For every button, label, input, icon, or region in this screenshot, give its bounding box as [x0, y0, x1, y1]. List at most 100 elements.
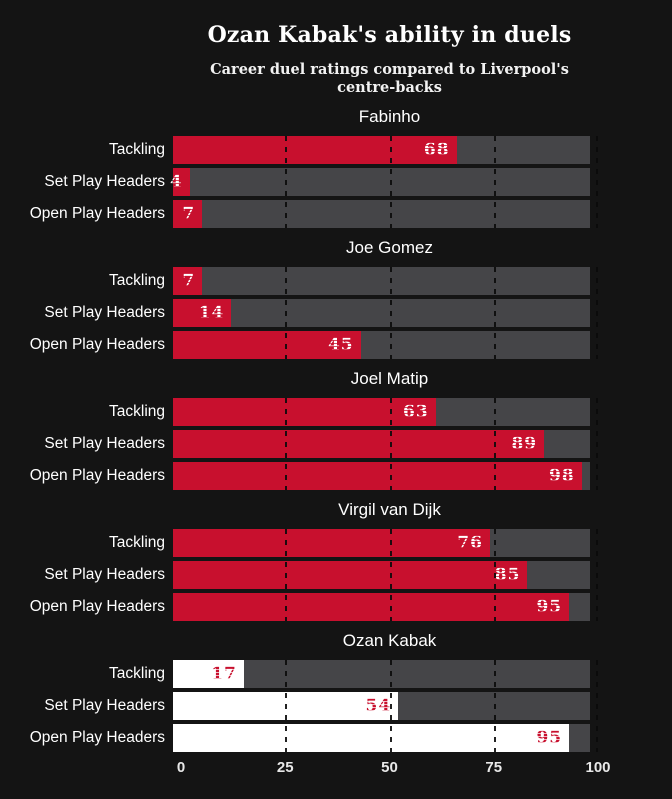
bar-value-label: 7 — [182, 271, 196, 291]
bar-row: Open Play Headers 7 — [0, 200, 672, 228]
player-section-joe-gomez: Joe Gomez Tackling 7 Set Play Headers — [0, 238, 672, 359]
category-label: Set Play Headers — [44, 697, 165, 714]
bar-track: 89 — [173, 430, 590, 458]
bar: 68 — [173, 136, 457, 164]
axis-tick-0: 0 — [176, 759, 186, 776]
bar-value-label: 54 — [365, 696, 392, 716]
category-label: Open Play Headers — [29, 205, 165, 222]
bar-track: 7 — [173, 267, 590, 295]
section-rows: Tackling 76 Set Play Headers 85 Open Pla… — [0, 529, 672, 621]
bar-value-label: 98 — [548, 466, 575, 486]
bar-value-label: 95 — [536, 597, 563, 617]
axis-tick-50: 50 — [381, 759, 398, 776]
player-name: Ozan Kabak — [342, 631, 437, 650]
bar: 4 — [169, 168, 190, 196]
bar-value-label: 14 — [198, 303, 225, 323]
player-section-ozan-kabak: Ozan Kabak Tackling 17 Set Play Headers — [0, 631, 672, 752]
axis-tick-100: 100 — [585, 759, 611, 776]
section-rows: Tackling 68 Set Play Headers 4 Open Play… — [0, 136, 672, 228]
axis-tick-25: 25 — [276, 759, 294, 776]
bar-row: Set Play Headers 89 — [0, 430, 672, 458]
category-label: Tackling — [109, 272, 165, 289]
category-label: Tackling — [109, 534, 165, 551]
player-name: Joel Matip — [350, 369, 429, 388]
bar-value-label: 63 — [403, 402, 429, 422]
category-label: Open Play Headers — [29, 336, 165, 353]
bar-track: 45 — [173, 331, 590, 359]
bar-row: Set Play Headers 14 — [0, 299, 672, 327]
bar: 45 — [173, 331, 361, 359]
category-label: Open Play Headers — [29, 598, 165, 615]
bar: 76 — [173, 529, 490, 557]
category-label: Set Play Headers — [44, 304, 165, 321]
player-section-virgil-van-dijk: Virgil van Dijk Tackling 76 Set Play Hea… — [0, 500, 672, 621]
bar-row: Tackling 68 — [0, 136, 672, 164]
bar-row: Set Play Headers 4 — [0, 168, 672, 196]
bar-value-label: 68 — [423, 140, 450, 160]
bar-track: 95 — [173, 593, 590, 621]
category-label: Open Play Headers — [29, 467, 165, 484]
bar: 95 — [173, 724, 570, 752]
section-rows: Tackling 7 Set Play Headers 14 Open Play… — [0, 267, 672, 359]
bar-track: 7 — [173, 200, 590, 228]
bar: 98 — [173, 462, 582, 490]
category-label: Tackling — [109, 141, 165, 158]
x-axis: 0 25 50 75 100 — [177, 759, 611, 779]
bar: 95 — [173, 593, 570, 621]
player-section-fabinho: Fabinho Tackling 68 Set Play Headers — [0, 107, 672, 228]
bar: 7 — [173, 267, 203, 295]
player-name: Joe Gomez — [346, 238, 433, 257]
bar-track: 98 — [173, 462, 590, 490]
bar: 54 — [173, 692, 399, 720]
bar-row: Set Play Headers 85 — [0, 561, 672, 589]
bar-track: 54 — [173, 692, 590, 720]
bar: 63 — [173, 398, 436, 426]
bar: 89 — [173, 430, 545, 458]
bar-track: 4 — [169, 168, 590, 196]
category-label: Tackling — [109, 403, 165, 420]
bar-value-label: 45 — [327, 335, 354, 355]
section-rows: Tackling 63 Set Play Headers 89 Open Pla… — [0, 398, 672, 490]
bar-row: Tackling 17 — [0, 660, 672, 688]
bar: 7 — [173, 200, 203, 228]
bar-track: 76 — [173, 529, 590, 557]
bar-row: Open Play Headers 95 — [0, 593, 672, 621]
bar-value-label: 4 — [169, 172, 183, 192]
axis-tick-75: 75 — [485, 759, 503, 776]
chart-subtitle: Career duel ratings compared to Liverpoo… — [210, 61, 569, 96]
bar-row: Open Play Headers 45 — [0, 331, 672, 359]
category-label: Tackling — [109, 665, 165, 682]
bar: 14 — [173, 299, 232, 327]
bar: 85 — [173, 561, 528, 589]
bar: 17 — [173, 660, 244, 688]
chart-title: Ozan Kabak's ability in duels — [207, 22, 572, 48]
player-name: Virgil van Dijk — [338, 500, 441, 519]
section-rows: Tackling 17 Set Play Headers 54 Open Pla… — [0, 660, 672, 752]
bar-value-label: 85 — [494, 565, 521, 585]
bar-row: Open Play Headers 98 — [0, 462, 672, 490]
category-label: Set Play Headers — [44, 173, 165, 190]
bar-value-label: 7 — [182, 204, 196, 224]
bar-value-label: 89 — [511, 434, 538, 454]
bar-track: 95 — [173, 724, 590, 752]
bar-track: 85 — [173, 561, 590, 589]
bar-value-label: 76 — [457, 533, 483, 553]
bar-value-label: 95 — [536, 728, 563, 748]
bar-row: Set Play Headers 54 — [0, 692, 672, 720]
bar-track: 68 — [173, 136, 590, 164]
category-label: Open Play Headers — [29, 729, 165, 746]
bar-row: Tackling 7 — [0, 267, 672, 295]
player-section-joel-matip: Joel Matip Tackling 63 Set Play Headers — [0, 369, 672, 490]
category-label: Set Play Headers — [44, 435, 165, 452]
category-label: Set Play Headers — [44, 566, 165, 583]
bar-row: Open Play Headers 95 — [0, 724, 672, 752]
bar-track: 63 — [173, 398, 590, 426]
bar-row: Tackling 76 — [0, 529, 672, 557]
bar-row: Tackling 63 — [0, 398, 672, 426]
chart-header: Ozan Kabak's ability in duels Career due… — [181, 22, 598, 97]
player-name: Fabinho — [358, 107, 421, 126]
bar-track: 17 — [173, 660, 590, 688]
bar-track: 14 — [173, 299, 590, 327]
bar-value-label: 17 — [211, 664, 237, 684]
